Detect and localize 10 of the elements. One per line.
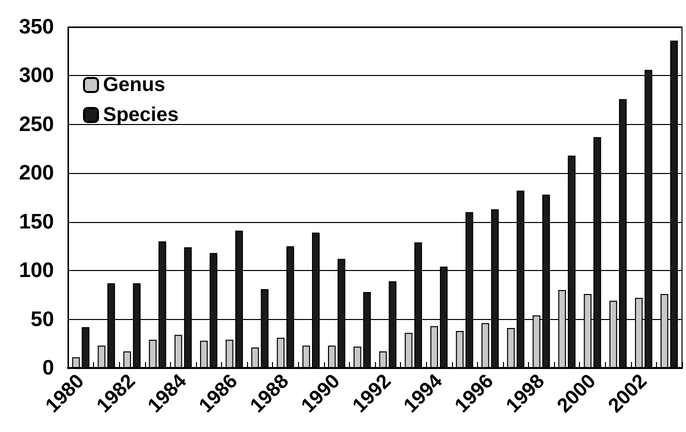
y-tick-label: 300 [18, 64, 54, 88]
legend-label: Genus [103, 74, 166, 96]
y-tick-label: 50 [30, 308, 54, 331]
legend-label: Species [103, 104, 179, 126]
y-tick-label: 250 [18, 112, 54, 136]
y-tick-label: 350 [18, 16, 54, 38]
y-tick-label: 200 [18, 162, 54, 185]
y-tick-label: 150 [18, 210, 54, 234]
y-tick-label: 100 [18, 259, 54, 282]
y-tick-label: 0 [42, 356, 54, 380]
